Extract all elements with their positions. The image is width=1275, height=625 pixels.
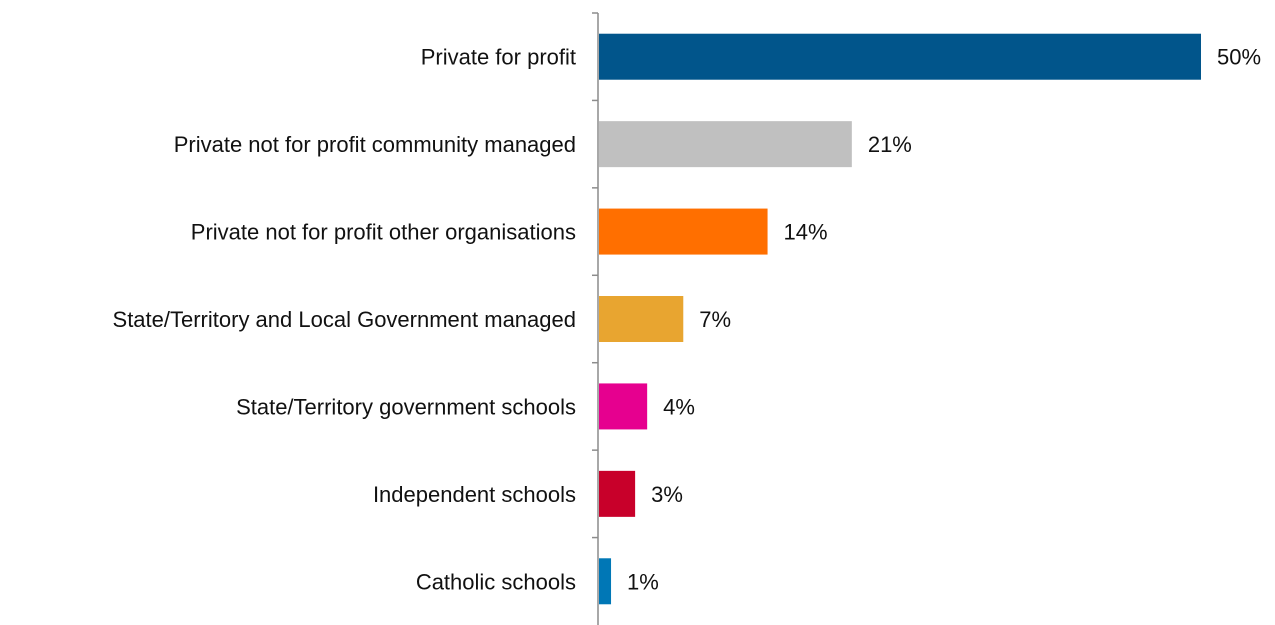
value-label: 21% xyxy=(868,132,912,157)
value-label: 4% xyxy=(663,394,695,419)
value-label: 3% xyxy=(651,482,683,507)
category-label: Catholic schools xyxy=(416,569,576,594)
bars-group xyxy=(599,33,1201,605)
category-label: Private for profit xyxy=(421,45,576,70)
category-label: Independent schools xyxy=(373,482,576,507)
bar xyxy=(599,33,1201,80)
category-label: Private not for profit other organisatio… xyxy=(191,220,576,245)
bar xyxy=(599,558,612,605)
category-label: Private not for profit community managed xyxy=(174,132,576,157)
category-label: State/Territory government schools xyxy=(236,394,576,419)
bar xyxy=(599,121,852,168)
category-axis xyxy=(592,12,599,625)
bar xyxy=(599,470,636,517)
category-label: State/Territory and Local Government man… xyxy=(113,307,576,332)
value-label: 50% xyxy=(1217,45,1261,70)
value-label: 1% xyxy=(627,569,659,594)
bar xyxy=(599,296,684,342)
bar xyxy=(599,208,768,255)
labels-group: Private for profit 50% Private not for pro… xyxy=(113,45,1262,595)
value-label: 14% xyxy=(784,220,828,245)
bar xyxy=(599,383,648,430)
value-label: 7% xyxy=(699,307,731,332)
